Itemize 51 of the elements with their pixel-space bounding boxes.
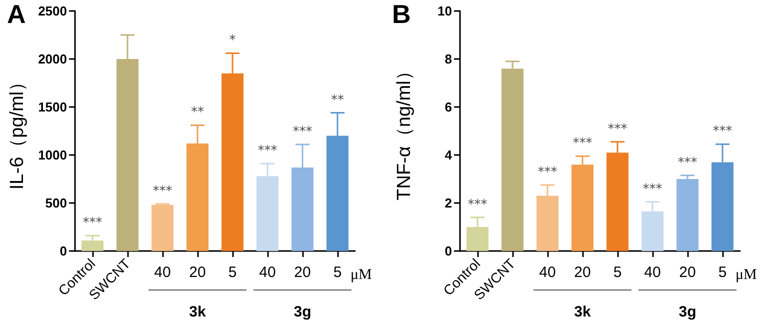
y-tick-label: 10 — [438, 4, 452, 18]
text: μM — [736, 267, 757, 283]
text: 3k — [189, 304, 206, 320]
data-label: *** — [468, 197, 488, 212]
text: 3g — [678, 304, 696, 320]
data-label: ** — [331, 92, 344, 108]
chart-title: B — [392, 0, 411, 29]
data-label: *** — [538, 165, 558, 180]
y-tick-label: 500 — [45, 196, 67, 210]
y-tick-label: 8 — [444, 52, 452, 66]
x-tick-label: 20 — [679, 264, 696, 281]
y-tick-label: 4 — [444, 148, 453, 162]
text: 3k — [574, 304, 592, 320]
bar — [82, 240, 104, 251]
x-tick-label: 40 — [259, 264, 276, 281]
bar — [152, 204, 174, 251]
y-tick-label: 0 — [60, 244, 67, 258]
data-label: *** — [642, 182, 663, 197]
y-tick-label: 1500 — [38, 100, 67, 114]
x-tick-label: 20 — [574, 264, 591, 281]
y-tick-label: 1000 — [38, 148, 67, 162]
y-axis-title: TNF-α（ng/ml） — [394, 62, 415, 200]
data-label: *** — [82, 216, 103, 231]
x-tick-label: 20 — [294, 264, 311, 281]
y-tick-label: 2500 — [38, 4, 67, 18]
data-label: *** — [678, 155, 698, 170]
y-tick-label: 2000 — [38, 52, 67, 66]
y-tick-label: 2 — [444, 196, 452, 210]
data-label: *** — [712, 124, 733, 140]
x-tick-label: 20 — [189, 264, 206, 281]
chart-title: A — [7, 0, 26, 29]
bar — [676, 179, 698, 251]
data-label: *** — [292, 124, 313, 140]
y-tick-label: 0 — [444, 244, 452, 258]
y-tick-label: 6 — [444, 100, 452, 114]
y-axis-title: IL-6（pg/ml） — [7, 72, 28, 190]
data-label: * — [229, 33, 236, 48]
x-tick-label: 5 — [613, 264, 622, 281]
text: μM — [350, 267, 372, 283]
data-label: *** — [258, 144, 278, 159]
data-label: *** — [608, 122, 628, 137]
x-tick-label: 40 — [539, 264, 556, 281]
x-tick-label: 5 — [718, 264, 727, 281]
data-label: *** — [152, 184, 173, 199]
x-tick-label: 40 — [154, 264, 171, 281]
data-label: ** — [191, 105, 204, 120]
x-tick-label: 5 — [333, 264, 342, 281]
x-tick-label: 40 — [644, 264, 661, 281]
data-label: *** — [572, 136, 593, 152]
text: 3g — [294, 304, 312, 320]
x-tick-label: 5 — [228, 264, 237, 281]
